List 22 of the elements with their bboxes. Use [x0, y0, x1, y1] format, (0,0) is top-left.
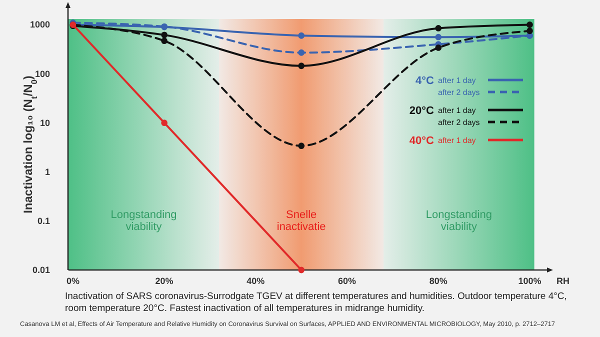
y-tick-label: 10 [40, 118, 50, 128]
band-label: Snelle inactivatie [276, 209, 326, 233]
legend-label: after 2 days [438, 88, 480, 97]
x-tick-label: 0% [66, 276, 80, 286]
x-tick-label: 60% [338, 276, 356, 286]
y-tick-label: 0.01 [32, 265, 50, 275]
y-tick-label: 0.1 [37, 216, 50, 226]
legend-label: 40°C after 1 day [409, 135, 476, 147]
x-tick-label: 40% [246, 276, 265, 286]
y-tick-label: 1000 [30, 20, 50, 30]
x-tick-label: 100% [518, 276, 542, 286]
x-tick-label: 80% [429, 276, 448, 286]
x-tick-label: 20% [155, 276, 174, 286]
band-label: Longstanding viability [110, 209, 177, 233]
legend-label: after 2 days [438, 118, 480, 127]
y-tick-label: 1 [44, 166, 50, 177]
legend-label: 4°C after 1 day [416, 75, 476, 87]
legend-label: 20°C after 1 day [409, 105, 476, 117]
y-tick-label: 100 [34, 68, 50, 79]
text: Inactivation of SARS coronavirus-Surrodgate TGEV at different temperatures and humidities. Outdoor temperature 4°C, room temperature 20°C. Fastest inactivation of all temperatures in midrange humidity. [65, 291, 567, 314]
band-label: Longstanding viability [426, 209, 492, 233]
x-axis-title: RH [556, 276, 570, 286]
